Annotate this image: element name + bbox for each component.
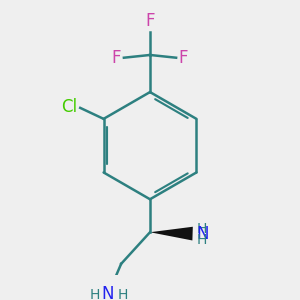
Text: F: F	[145, 12, 155, 30]
Text: H: H	[117, 288, 128, 300]
Text: H: H	[90, 288, 100, 300]
Text: F: F	[179, 49, 188, 67]
Text: F: F	[112, 49, 121, 67]
Text: Cl: Cl	[61, 98, 77, 116]
Text: H: H	[197, 233, 207, 247]
Text: H: H	[197, 222, 207, 236]
Polygon shape	[150, 227, 193, 241]
Text: N: N	[196, 225, 208, 243]
Text: N: N	[101, 285, 114, 300]
